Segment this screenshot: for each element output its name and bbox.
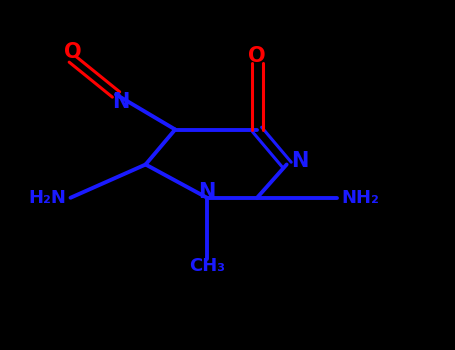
Text: CH₃: CH₃ xyxy=(189,257,225,275)
Text: O: O xyxy=(64,42,81,63)
Text: H₂N: H₂N xyxy=(28,189,66,207)
Text: NH₂: NH₂ xyxy=(341,189,379,207)
Text: N: N xyxy=(198,182,216,203)
Text: O: O xyxy=(248,46,266,66)
Text: N: N xyxy=(112,91,129,112)
Text: N: N xyxy=(292,151,309,171)
